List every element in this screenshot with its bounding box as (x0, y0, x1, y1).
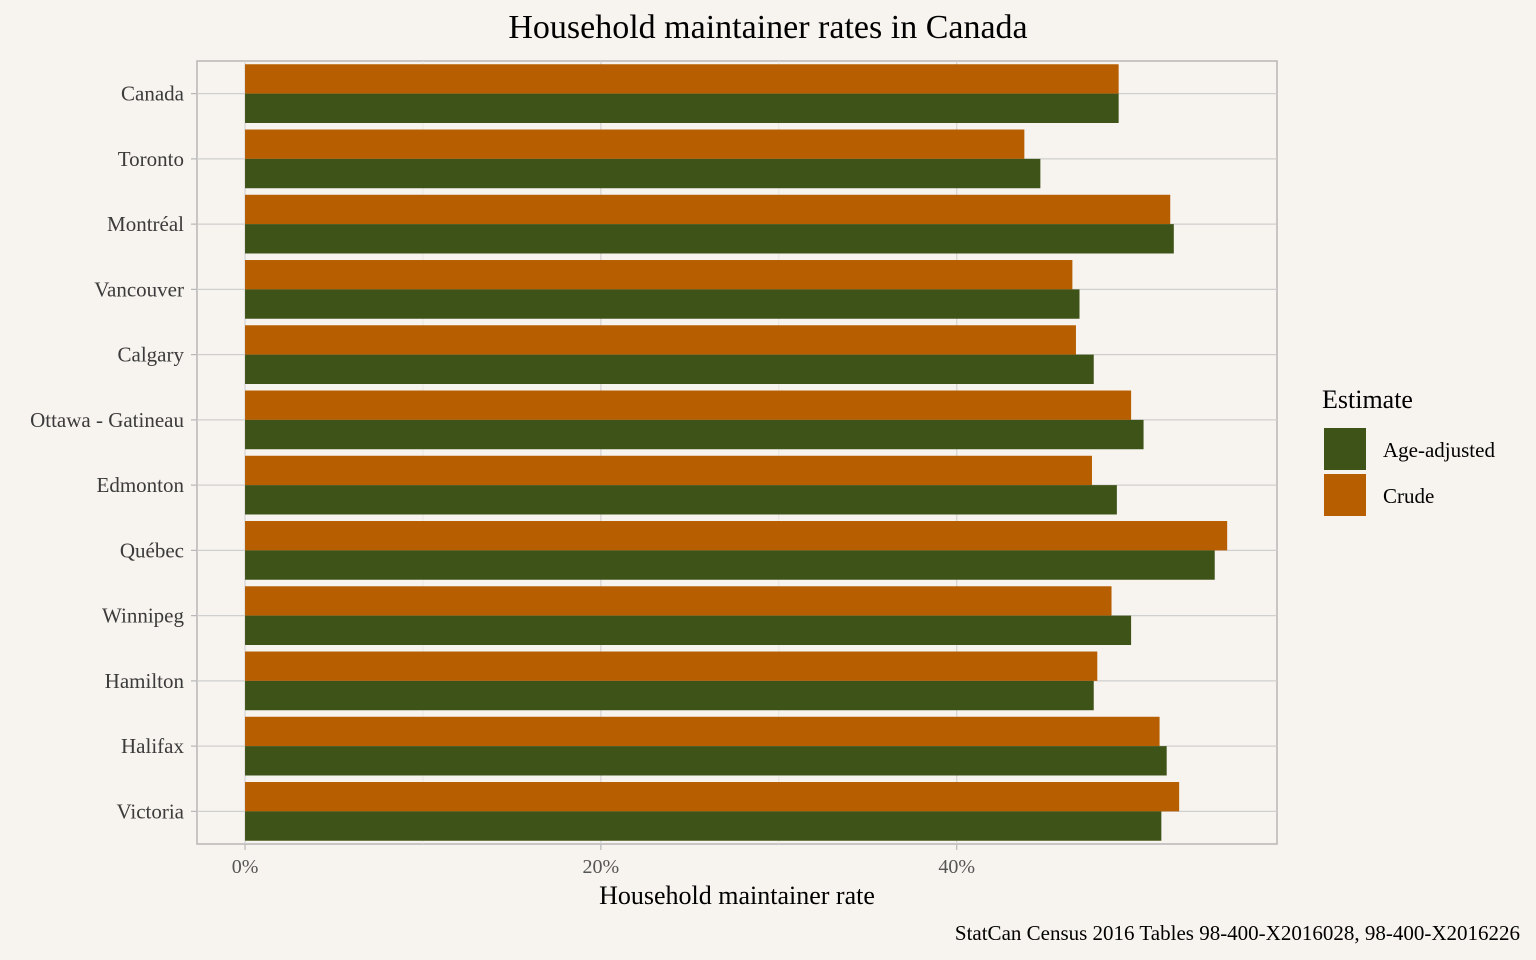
bar-age-adjusted-edmonton (245, 485, 1117, 515)
bar-crude-qu-bec (245, 521, 1228, 551)
bar-age-adjusted-ottawa-gatineau (245, 419, 1144, 450)
x-tick-labels: 0% 20% 40% (232, 844, 975, 878)
bars (245, 64, 1228, 841)
bar-age-adjusted-qu-bec (245, 550, 1215, 580)
legend-title: Estimate (1322, 385, 1413, 414)
category-label: Hamilton (105, 669, 185, 693)
category-label: Toronto (118, 147, 184, 171)
category-label: Montréal (107, 212, 184, 236)
legend: Estimate Age-adjusted Crude (1322, 385, 1495, 516)
bar-age-adjusted-victoria (245, 811, 1162, 841)
bar-crude-halifax (245, 716, 1160, 747)
chart-title: Household maintainer rates in Canada (508, 9, 1027, 46)
category-label: Victoria (116, 799, 184, 823)
bar-age-adjusted-hamilton (245, 680, 1094, 711)
bar-age-adjusted-montr-al (245, 224, 1174, 254)
x-tick-label: 20% (583, 856, 620, 878)
legend-swatch-crude (1324, 474, 1366, 516)
legend-label-crude: Crude (1383, 484, 1434, 508)
category-label: Calgary (118, 343, 185, 367)
x-tick-label: 0% (232, 856, 259, 878)
category-label: Vancouver (94, 277, 184, 301)
bar-crude-canada (245, 64, 1119, 94)
bar-crude-victoria (245, 782, 1180, 812)
bar-crude-calgary (245, 325, 1076, 355)
bar-crude-ottawa-gatineau (245, 390, 1132, 420)
bar-crude-montr-al (245, 194, 1171, 225)
bar-crude-edmonton (245, 455, 1092, 486)
category-label: Québec (120, 538, 184, 562)
bar-age-adjusted-toronto (245, 158, 1041, 189)
legend-label-age-adjusted: Age-adjusted (1383, 438, 1495, 462)
bar-crude-vancouver (245, 260, 1073, 290)
category-labels: Canada Toronto Montréal Vancouver Calgary Ott… (30, 82, 197, 823)
category-label: Winnipeg (102, 604, 184, 628)
category-label: Ottawa - Gatineau (30, 408, 184, 432)
legend-swatch-age-adjusted (1324, 428, 1366, 470)
bar-age-adjusted-canada (245, 93, 1119, 123)
bar-age-adjusted-calgary (245, 354, 1094, 384)
category-label: Edmonton (97, 473, 185, 497)
bar-crude-toronto (245, 129, 1025, 159)
plot-panel (196, 60, 1278, 845)
bar-crude-winnipeg (245, 586, 1112, 616)
bar-crude-hamilton (245, 651, 1098, 681)
bar-age-adjusted-vancouver (245, 289, 1080, 319)
x-axis-title: Household maintainer rate (599, 881, 875, 910)
chart-caption: StatCan Census 2016 Tables 98-400-X20160… (955, 921, 1520, 945)
bar-age-adjusted-winnipeg (245, 615, 1132, 645)
category-label: Canada (121, 82, 185, 106)
category-label: Halifax (121, 734, 184, 758)
bar-age-adjusted-halifax (245, 746, 1167, 776)
x-tick-label: 40% (938, 856, 975, 878)
